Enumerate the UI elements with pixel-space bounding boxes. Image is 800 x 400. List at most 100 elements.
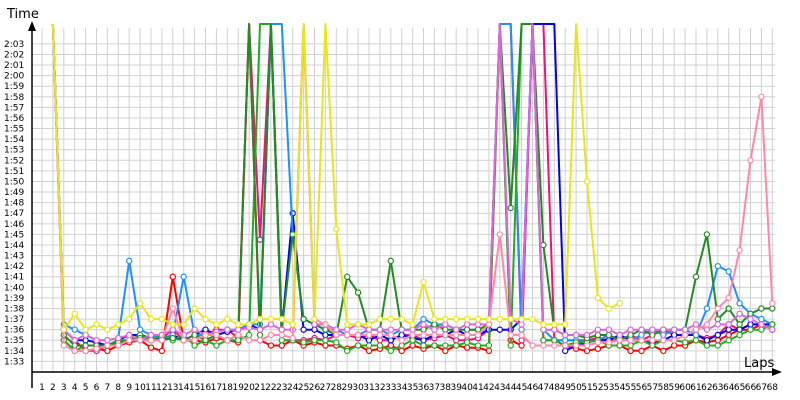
data-point [627,347,634,355]
data-point [681,326,689,333]
data-point [300,326,307,333]
x-tick-label: 26 [309,383,321,393]
data-point [300,339,307,346]
data-point [224,326,231,333]
data-point [431,342,438,349]
data-point [605,326,613,333]
x-tick-label: 9 [126,383,132,393]
data-point [649,326,656,333]
data-point [627,331,634,339]
x-tick-label: 52 [592,383,603,393]
y-tick-label: 1:54 [4,135,24,145]
x-tick-label: 38 [440,383,452,393]
x-tick-label: 1 [39,383,45,393]
data-point [692,337,700,344]
data-point [638,337,645,344]
x-tick-label: 41 [472,383,483,393]
x-tick-label: 21 [254,383,265,393]
data-point [714,315,722,323]
data-point [93,321,100,328]
x-tick-label: 43 [494,383,505,393]
data-point [540,241,547,249]
x-tick-label: 3 [61,383,67,393]
data-point [474,321,482,328]
data-point [278,315,285,323]
axes: Time Laps [6,7,782,388]
x-tick-label: 28 [331,383,343,393]
data-point [147,331,155,339]
y-tick-label: 1:40 [4,283,24,293]
data-point [769,300,776,307]
data-point [245,337,253,344]
data-point [376,331,384,339]
data-point [540,326,547,333]
data-point [398,347,405,355]
data-point [180,321,187,328]
data-point [758,321,765,328]
data-point [583,178,591,185]
data-point [202,315,209,323]
x-ticks: 1 2 3 4 5 6 7 8 9 10 11 12 13 14 15 16 17 18 19 20 21 22 23 24 2… [39,383,778,393]
x-tick-label: 56 [636,383,648,393]
y-tick-label: 1:43 [4,252,24,262]
x-tick-label: 10 [134,383,146,393]
data-point [474,315,482,323]
data-point [463,331,471,339]
data-point [245,331,253,339]
data-point [71,342,78,349]
data-point [267,315,275,323]
data-point [224,337,231,344]
data-point [442,331,449,339]
data-point [485,321,493,328]
data-point [234,321,242,328]
data-point [147,344,155,351]
data-point [616,331,623,339]
data-point [93,345,100,352]
x-tick-label: 47 [538,383,549,393]
data-point [540,321,547,328]
data-point [714,342,722,349]
data-point [224,315,231,323]
x-tick-label: 63 [712,383,723,393]
data-point [594,331,602,339]
data-point [671,342,678,349]
x-tick-label: 14 [178,383,190,393]
data-point [551,321,558,328]
data-point [354,342,362,349]
data-point [322,326,329,333]
data-point [256,326,264,333]
data-point [442,315,449,323]
x-tick-label: 68 [767,383,779,393]
data-point [681,339,689,346]
data-point [660,331,667,339]
data-point [169,334,176,342]
data-point [115,342,122,349]
data-point [747,315,754,323]
data-point [409,331,416,339]
data-point [692,331,700,339]
data-point [82,337,89,344]
x-tick-label: 37 [429,383,440,393]
data-point [692,326,700,333]
data-point [725,331,732,339]
data-point [376,337,384,344]
data-point [453,315,460,323]
x-tick-label: 39 [450,383,462,393]
x-tick-label: 19 [232,383,244,393]
x-axis-arrow [772,368,782,376]
data-point [431,331,438,339]
data-point [725,326,732,333]
data-point [562,337,569,344]
x-tick-label: 66 [745,383,757,393]
data-point [420,342,427,349]
x-axis-title: Laps [744,356,774,371]
y-tick-label: 1:33 [4,357,24,367]
data-point [474,342,482,349]
series-group [51,23,776,355]
y-ticks: 1:331:341:351:361:371:381:391:401:411:42… [4,40,24,368]
data-point [485,315,493,323]
data-point [703,231,711,238]
data-point [158,337,166,344]
data-point [518,342,525,349]
